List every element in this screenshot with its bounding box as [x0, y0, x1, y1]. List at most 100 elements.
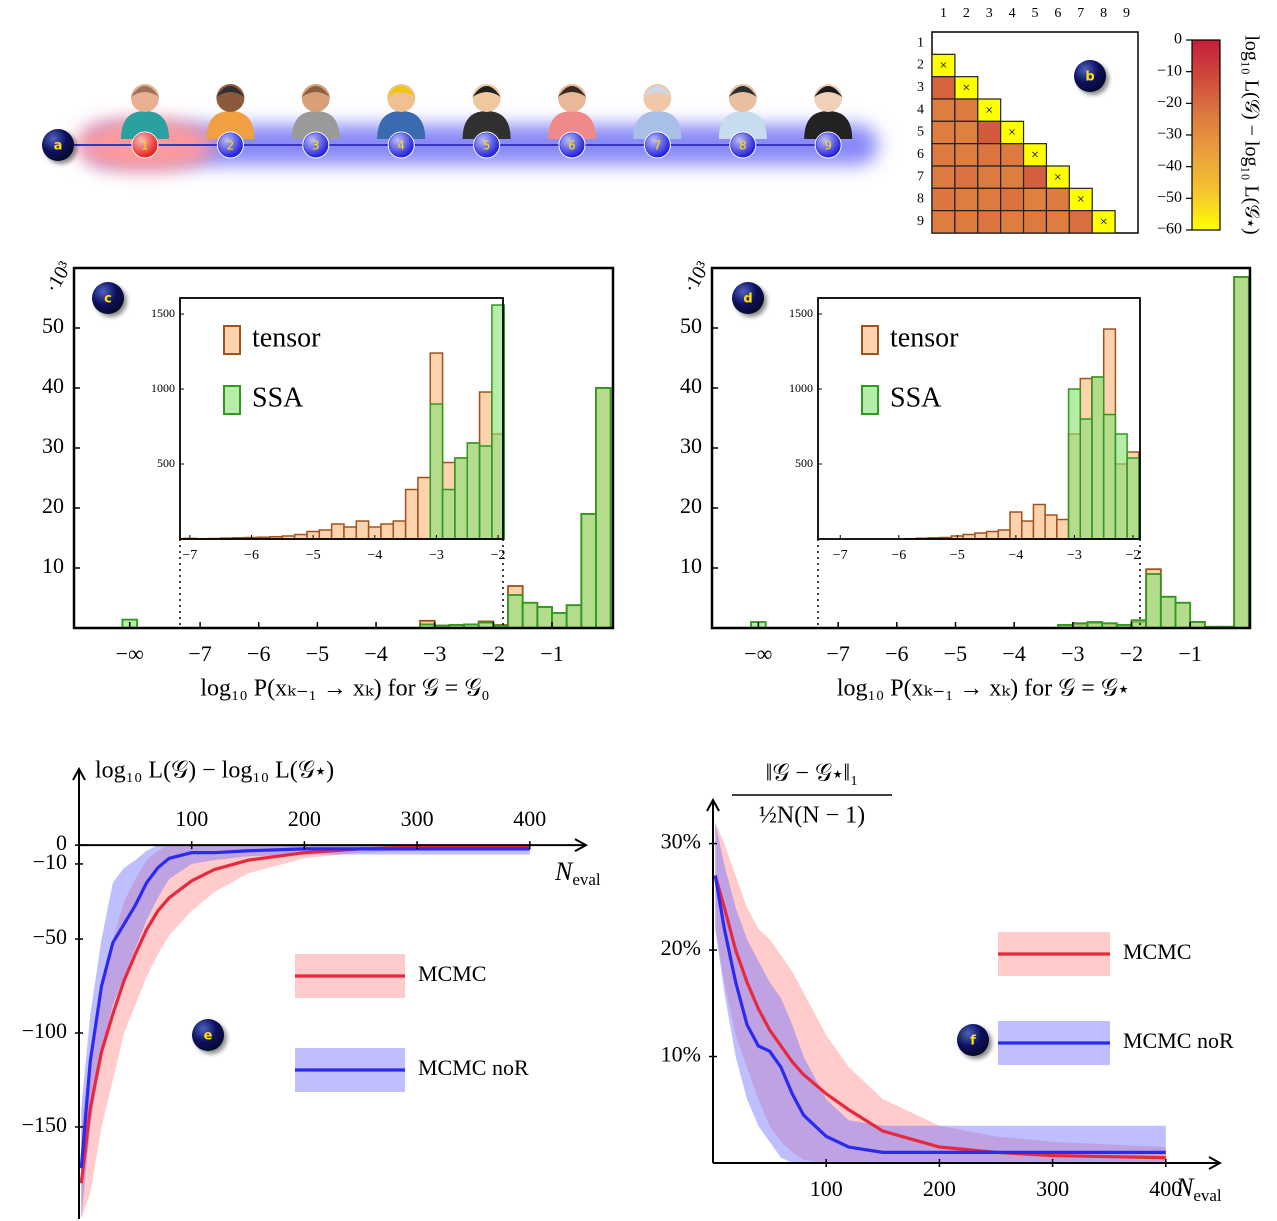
person-hair [558, 86, 586, 97]
inset-frame [179, 297, 504, 540]
legend-swatch [223, 325, 241, 355]
inset-y-tick-label: 500 [795, 456, 813, 470]
inset-x-tick-label: −7 [182, 548, 197, 563]
inset-bar [1056, 518, 1070, 540]
person-hair [131, 86, 159, 97]
row-label: 4 [917, 102, 924, 117]
histogram-bar [536, 606, 553, 629]
panel-badge: d [732, 282, 764, 314]
inset-bar [1126, 457, 1140, 540]
inset-bar [1009, 511, 1023, 540]
inset-bar [441, 488, 456, 540]
person-hair [472, 86, 501, 97]
person-hair [387, 86, 416, 97]
y-tick-label: 20 [680, 493, 702, 518]
person-hair [301, 86, 330, 97]
inset-bar [985, 530, 1000, 540]
inset-bar [1032, 503, 1046, 540]
person-icon [548, 84, 596, 139]
heatmap-cell [1000, 210, 1025, 234]
x-tick-label: 400 [513, 806, 546, 831]
inset-bar [429, 403, 444, 540]
inset-x-tick-label: −6 [244, 548, 259, 563]
person-hair [216, 86, 245, 97]
x-tick-label: −4 [1002, 641, 1025, 666]
node-shine [474, 133, 499, 157]
badge-circle [732, 282, 764, 314]
badge-circle [192, 1019, 224, 1051]
inset-bar [1114, 433, 1128, 540]
badge-circle [92, 282, 124, 314]
colorbar-tick-label: −60 [1157, 221, 1182, 238]
histogram-bar [580, 513, 597, 629]
x-tick-label: −6 [885, 641, 908, 666]
inset-x-tick-label: −3 [1067, 548, 1082, 563]
heatmap-cell [1022, 165, 1048, 189]
colorbar-tick-label: −50 [1157, 189, 1182, 206]
inset-y-tick-label: 500 [157, 456, 175, 470]
legend-swatch [223, 385, 241, 415]
heatmap-cell [1000, 165, 1025, 189]
node-shine [730, 133, 755, 157]
column-label: 2 [963, 6, 970, 21]
mean-line [713, 875, 1166, 1154]
inset-bar [1091, 376, 1105, 540]
panel-label: a [54, 139, 63, 154]
inset-x-tick-label: −4 [367, 548, 382, 563]
x-tick-label: −3 [1061, 641, 1084, 666]
inset-bar [1020, 520, 1035, 540]
person-body [377, 111, 426, 139]
inset-x-tick-label: −4 [1008, 548, 1023, 563]
legend-label: tensor [252, 322, 321, 353]
x-axis-title-base: N [554, 857, 574, 886]
confidence-band [715, 822, 1166, 1163]
heatmap-cell [1022, 210, 1048, 234]
inset-bar [380, 523, 395, 540]
node-label: 2 [227, 139, 235, 153]
confidence-band [81, 845, 530, 1219]
x-axis-title: log₁₀ P(xₖ₋₁ → xₖ) for 𝒢 = 𝒢₀ [200, 676, 489, 702]
row-label: 6 [917, 147, 924, 162]
person-icon [718, 84, 767, 139]
heatmap-cell [1000, 143, 1025, 167]
node-label: 4 [397, 139, 405, 153]
inset-bar [454, 457, 468, 540]
x-tick-label: 100 [175, 806, 208, 831]
y-tick-label: −100 [22, 1018, 67, 1043]
histogram-bar [521, 601, 539, 629]
person-body [548, 111, 596, 139]
heatmap-cell [954, 143, 979, 167]
histogram-bar [551, 612, 568, 629]
column-label: 9 [1123, 6, 1130, 21]
badge-circle [42, 129, 74, 161]
inset-x-tick-label: −2 [491, 548, 506, 563]
person-body [206, 111, 255, 139]
inset-bar [343, 526, 358, 540]
x-tick-label: 300 [1036, 1176, 1069, 1201]
x-tick-label: −4 [364, 641, 387, 666]
histogram-bar [1145, 573, 1162, 629]
heatmap-cell [977, 165, 1002, 189]
histogram-bar [1233, 276, 1250, 629]
x-tick-label: −5 [306, 641, 329, 666]
x-tick-label: 200 [288, 806, 321, 831]
y-tick-label: −50 [33, 924, 67, 949]
x-tick-label: −1 [540, 641, 563, 666]
column-label: 5 [1032, 6, 1039, 21]
inset-frame [817, 297, 1141, 540]
x-tick-label: −3 [423, 641, 446, 666]
colorbar-tick-label: −10 [1157, 62, 1182, 79]
x-axis-title: Neval [1175, 1173, 1222, 1205]
heatmap-cell [931, 143, 956, 167]
panel-badge: b [1074, 60, 1106, 92]
y-tick-label: 0 [56, 830, 67, 855]
x-tick-label: −5 [944, 641, 967, 666]
person-icon [291, 84, 340, 139]
legend-label: SSA [252, 382, 304, 413]
histogram-bar [565, 604, 583, 629]
person-icon [377, 84, 426, 139]
inset-bar [1067, 388, 1082, 540]
person-icon [633, 84, 682, 139]
cell-marker: × [1054, 170, 1062, 185]
node-shine [389, 133, 414, 157]
